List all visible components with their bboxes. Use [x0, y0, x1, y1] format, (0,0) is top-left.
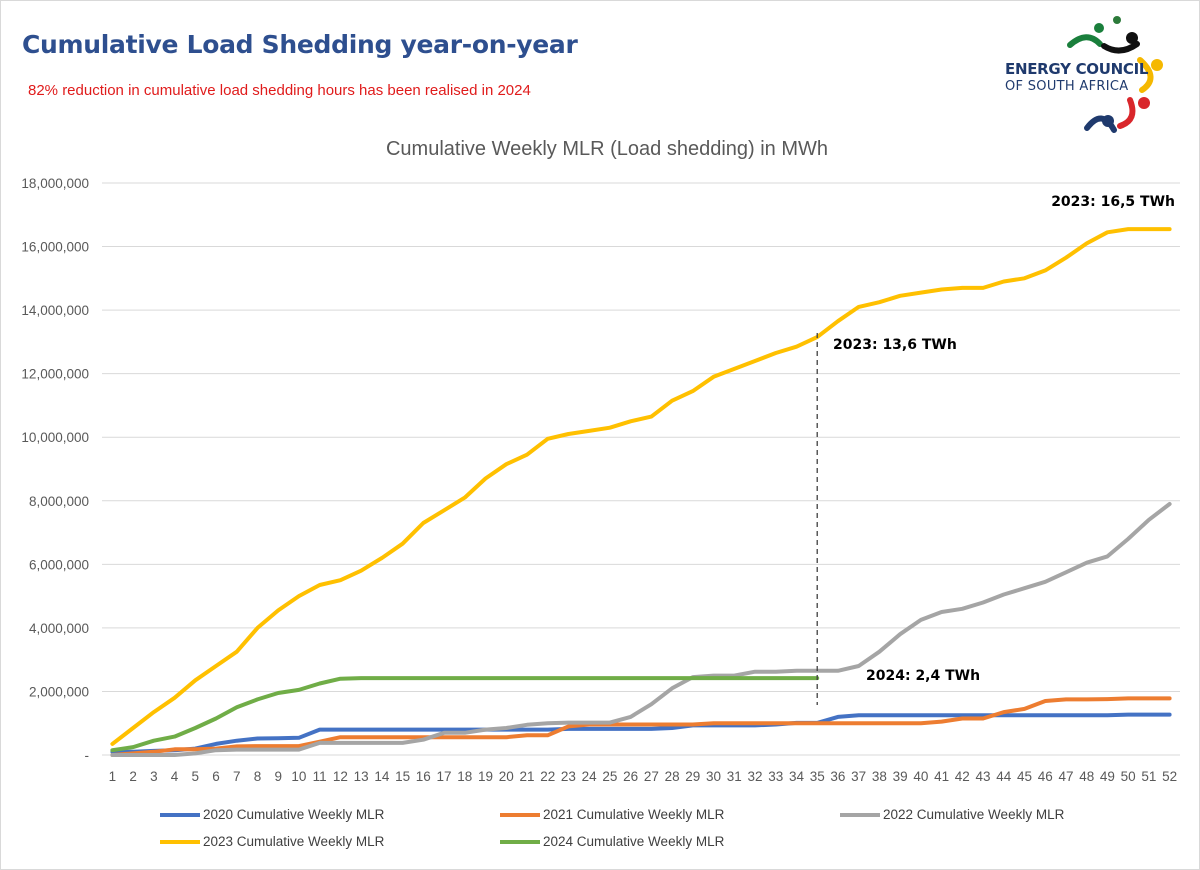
y-tick-label: 16,000,000 — [21, 240, 89, 255]
x-axis: 1 2 3 4 5 6 7 8 9 10 11 12 13 14 15 16 17 18 19 20 21 22 23 24 2… — [109, 769, 1178, 784]
page-title: Cumulative Load Shedding year-on-year — [22, 30, 578, 59]
x-tick-label: 45 — [1017, 769, 1032, 784]
x-tick-label: 12 — [333, 769, 348, 784]
x-tick-label: 51 — [1141, 769, 1156, 784]
series-line — [110, 227, 1172, 746]
x-tick-label: 6 — [212, 769, 220, 784]
legend-label: 2023 Cumulative Weekly MLR — [203, 834, 385, 849]
x-tick-label: 44 — [996, 769, 1012, 784]
x-tick-label: 3 — [150, 769, 158, 784]
series-line — [110, 502, 1172, 757]
x-tick-label: 1 — [109, 769, 117, 784]
x-tick-label: 50 — [1121, 769, 1136, 784]
x-tick-label: 17 — [437, 769, 452, 784]
x-tick-label: 29 — [685, 769, 700, 784]
x-tick-label: 26 — [623, 769, 638, 784]
page-subtitle: 82% reduction in cumulative load sheddin… — [28, 82, 531, 99]
legend-label: 2022 Cumulative Weekly MLR — [883, 807, 1065, 822]
x-tick-label: 21 — [519, 769, 534, 784]
logo-text-line1: ENERGY COUNCIL — [1005, 60, 1149, 78]
x-tick-label: 8 — [254, 769, 262, 784]
legend-item: 2023 Cumulative Weekly MLR — [160, 834, 384, 849]
x-tick-label: 47 — [1058, 769, 1073, 784]
legend-swatch — [500, 839, 540, 844]
chart-annotation: 2023: 16,5 TWh — [1051, 194, 1175, 210]
x-tick-label: 49 — [1100, 769, 1115, 784]
x-tick-label: 9 — [274, 769, 282, 784]
y-axis: - 2,000,000 4,000,000 6,000,000 8,000,000 10,… — [21, 176, 89, 763]
legend-swatch — [160, 839, 200, 844]
x-tick-label: 23 — [561, 769, 576, 784]
legend-item: 2020 Cumulative Weekly MLR — [160, 807, 384, 822]
x-tick-label: 42 — [955, 769, 970, 784]
x-tick-label: 31 — [727, 769, 742, 784]
chart-title: Cumulative Weekly MLR (Load shedding) in… — [386, 138, 828, 160]
y-tick-label: 14,000,000 — [21, 303, 89, 318]
x-tick-label: 36 — [830, 769, 845, 784]
legend-swatch — [160, 812, 200, 817]
x-tick-label: 41 — [934, 769, 949, 784]
legend-label: 2020 Cumulative Weekly MLR — [203, 807, 385, 822]
x-tick-label: 48 — [1079, 769, 1094, 784]
x-tick-label: 13 — [354, 769, 369, 784]
x-tick-label: 18 — [457, 769, 472, 784]
x-tick-label: 16 — [416, 769, 431, 784]
x-tick-label: 14 — [374, 769, 390, 784]
legend-swatch — [500, 812, 540, 817]
y-tick-label: 2,000,000 — [29, 684, 89, 699]
y-tick-label: 8,000,000 — [29, 494, 89, 509]
y-tick-label: 4,000,000 — [29, 621, 89, 636]
x-tick-label: 32 — [748, 769, 763, 784]
chart-annotation: 2024: 2,4 TWh — [866, 668, 980, 684]
x-tick-label: 2 — [129, 769, 137, 784]
y-tick-label: - — [85, 748, 90, 763]
x-tick-label: 22 — [540, 769, 555, 784]
x-tick-label: 11 — [313, 769, 327, 784]
x-tick-label: 40 — [913, 769, 928, 784]
x-tick-label: 25 — [602, 769, 617, 784]
x-tick-label: 43 — [976, 769, 991, 784]
y-tick-label: 6,000,000 — [29, 557, 89, 572]
x-tick-label: 34 — [789, 769, 805, 784]
x-tick-label: 28 — [665, 769, 680, 784]
x-tick-label: 4 — [171, 769, 179, 784]
x-tick-label: 19 — [478, 769, 493, 784]
x-tick-label: 39 — [893, 769, 908, 784]
x-tick-label: 10 — [291, 769, 306, 784]
chart-series — [110, 227, 1172, 757]
x-tick-label: 20 — [499, 769, 514, 784]
energy-council-logo — [1067, 16, 1163, 133]
x-tick-label: 46 — [1038, 769, 1053, 784]
legend-item: 2024 Cumulative Weekly MLR — [500, 834, 724, 849]
x-tick-label: 37 — [851, 769, 866, 784]
logo-text-line2: OF SOUTH AFRICA — [1005, 79, 1129, 94]
legend-label: 2024 Cumulative Weekly MLR — [543, 834, 725, 849]
x-tick-label: 38 — [872, 769, 887, 784]
logo-figures-icon — [1067, 16, 1163, 133]
x-tick-label: 33 — [768, 769, 783, 784]
x-tick-label: 5 — [192, 769, 200, 784]
x-tick-label: 35 — [810, 769, 825, 784]
legend-item: 2022 Cumulative Weekly MLR — [840, 807, 1064, 822]
legend-swatch — [840, 812, 880, 817]
series-line — [110, 676, 820, 753]
x-tick-label: 52 — [1162, 769, 1177, 784]
series-line — [110, 696, 1172, 757]
chart-annotations: 2023: 16,5 TWh 2023: 13,6 TWh 2024: 2,4 TW… — [833, 194, 1175, 684]
legend-item: 2021 Cumulative Weekly MLR — [500, 807, 724, 822]
y-tick-label: 10,000,000 — [21, 430, 89, 445]
x-tick-label: 7 — [233, 769, 241, 784]
y-tick-label: 12,000,000 — [21, 367, 89, 382]
x-tick-label: 30 — [706, 769, 721, 784]
x-tick-label: 27 — [644, 769, 659, 784]
chart-gridlines — [102, 182, 1180, 756]
chart-annotation: 2023: 13,6 TWh — [833, 337, 957, 353]
y-tick-label: 18,000,000 — [21, 176, 89, 191]
legend-label: 2021 Cumulative Weekly MLR — [543, 807, 725, 822]
x-tick-label: 24 — [582, 769, 598, 784]
x-tick-label: 15 — [395, 769, 410, 784]
